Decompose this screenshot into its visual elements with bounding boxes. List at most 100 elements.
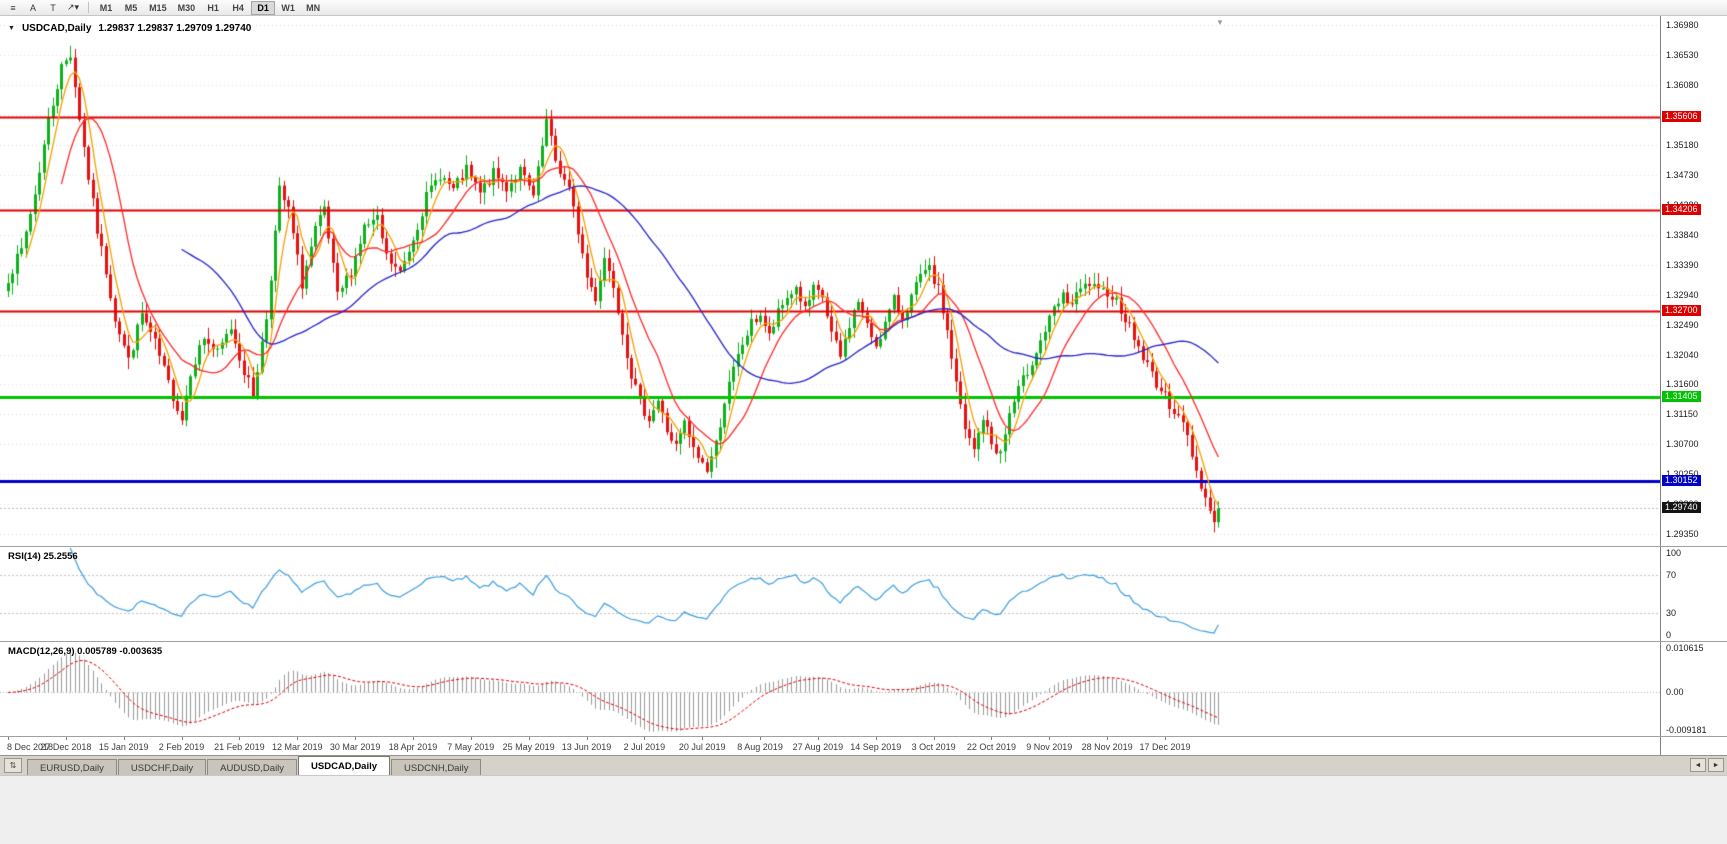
price-axis-label: 1.32940 [1666, 289, 1699, 300]
date-tick [760, 737, 761, 740]
rsi-axis-label: 30 [1666, 607, 1677, 618]
date-tick [991, 737, 992, 740]
date-tick [124, 737, 125, 740]
date-tick [1049, 737, 1050, 740]
price-axis-label: 1.36080 [1666, 80, 1699, 91]
date-label: 27 Dec 2018 [40, 742, 92, 752]
chart-ohlc-values: 1.29837 1.29837 1.29709 1.29740 [98, 23, 252, 34]
date-label: 15 Jan 2019 [98, 742, 149, 752]
timeframe-m30-button[interactable]: M30 [173, 1, 201, 15]
price-axis-label: 1.36530 [1666, 50, 1699, 61]
date-tick [66, 737, 67, 740]
date-label: 21 Feb 2019 [214, 742, 265, 752]
toolbar-icon-buttons: ≡ A T ↗▾ [3, 1, 83, 15]
date-tick [876, 737, 877, 740]
letter-t-icon: T [50, 2, 56, 13]
price-axis-label: 1.30700 [1666, 439, 1699, 449]
date-label: 22 Oct 2019 [966, 742, 1016, 752]
tab-scroll-left-button[interactable]: ◄ [1690, 758, 1706, 772]
tab-usdchf-daily[interactable]: USDCHF,Daily [117, 759, 207, 775]
date-axis[interactable]: 8 Dec 2018 27 Dec 2018 15 Jan 2019 2 Feb 20… [0, 737, 1660, 755]
timeframe-m15-button[interactable]: M15 [144, 1, 172, 15]
menu-button[interactable]: ≡ [3, 1, 23, 15]
date-tick [1165, 737, 1166, 740]
date-tick [413, 737, 414, 740]
date-axis-separator [0, 736, 1727, 737]
date-tick [587, 737, 588, 740]
price-axis-label: 1.36980 [1666, 20, 1699, 31]
current-price-badge: 1.29740 [1662, 502, 1701, 513]
tab-audusd-daily[interactable]: AUDUSD,Daily [207, 759, 298, 775]
chart-symbol-label: USDCAD,Daily [21, 23, 92, 34]
price-axis-label: 1.33840 [1666, 229, 1699, 240]
chart-dropdown-icon[interactable]: ▼ [8, 25, 15, 32]
date-label: 14 Sep 2019 [850, 742, 902, 752]
text-tool-button[interactable]: T [43, 1, 63, 15]
date-label: 25 May 2019 [502, 742, 555, 752]
date-label: 7 May 2019 [447, 742, 495, 752]
macd-axis-label: -0.009181 [1666, 725, 1707, 735]
price-axis-label: 1.32490 [1666, 319, 1699, 330]
hline-price-badge[interactable]: 1.32700 [1662, 304, 1701, 316]
date-label: 8 Dec 2018 [6, 742, 54, 752]
date-tick [355, 737, 356, 740]
date-label: 2 Feb 2019 [158, 742, 205, 752]
date-tick [239, 737, 240, 740]
rsi-canvas[interactable] [0, 547, 1660, 641]
date-tick [702, 737, 703, 740]
bottom-filler [0, 775, 1727, 844]
date-label: 27 Aug 2019 [792, 742, 844, 752]
macd-axis-label: 0.00 [1666, 687, 1684, 698]
timeframe-group: M1 M5 M15 M30 H1 H4 D1 W1 MN [94, 0, 325, 15]
macd-label: MACD(12,26,9) 0.005789 -0.003635 [8, 646, 163, 657]
tab-dock-button[interactable]: ⇅ [4, 758, 22, 773]
date-label: 12 Mar 2019 [271, 742, 323, 752]
hline-price-badge[interactable]: 1.34206 [1662, 204, 1701, 216]
timeframe-d1-button[interactable]: D1 [251, 0, 276, 15]
letter-a-icon: A [29, 2, 36, 13]
hline-price-badge[interactable]: 1.31405 [1662, 391, 1701, 402]
timeframe-h1-button[interactable]: H1 [201, 1, 225, 15]
date-tick [934, 737, 935, 740]
tab-scroll-right-button[interactable]: ► [1708, 758, 1724, 772]
timeframe-m1-button[interactable]: M1 [94, 1, 118, 15]
price-chart-canvas[interactable] [0, 16, 1660, 546]
timeframe-m5-button[interactable]: M5 [119, 1, 143, 15]
hline-price-badge[interactable]: 1.35606 [1662, 110, 1701, 122]
timeframe-w1-button[interactable]: W1 [276, 1, 300, 15]
font-tool-button[interactable]: A [23, 1, 43, 15]
toolbar: ≡ A T ↗▾ M1 M5 M15 M30 H1 H4 D1 W1 MN [0, 0, 1727, 16]
draw-tool-button[interactable]: ↗▾ [63, 1, 83, 15]
date-tick [182, 737, 183, 740]
price-axis-label: 1.31150 [1666, 409, 1698, 419]
date-label: 20 Jul 2019 [678, 742, 726, 752]
date-label: 30 Mar 2019 [329, 742, 381, 752]
date-label: 8 Aug 2019 [737, 742, 783, 752]
tab-usdcad-daily[interactable]: USDCAD,Daily [298, 756, 391, 775]
macd-panel-separator[interactable] [0, 641, 1727, 642]
tab-usdcnh-daily[interactable]: USDCNH,Daily [391, 759, 482, 775]
rsi-axis-label: 0 [1666, 630, 1672, 640]
rsi-panel-separator[interactable] [0, 546, 1727, 547]
timeframe-h4-button[interactable]: H4 [226, 1, 250, 15]
hline-price-badge[interactable]: 1.30152 [1662, 474, 1701, 486]
date-tick [529, 737, 530, 740]
price-axis-label: 1.29350 [1666, 529, 1699, 539]
date-label: 2 Jul 2019 [623, 742, 666, 752]
date-tick [644, 737, 645, 740]
date-label: 3 Oct 2019 [911, 742, 956, 752]
date-tick [1107, 737, 1108, 740]
price-axis[interactable]: 1.369801.365301.360801.356301.351801.347… [1660, 16, 1727, 755]
date-tick [818, 737, 819, 740]
price-axis-label: 1.35180 [1666, 140, 1699, 151]
price-axis-label: 1.30250 [1666, 469, 1699, 479]
date-label: 9 Nov 2019 [1026, 742, 1073, 752]
price-axis-label: 1.33390 [1666, 259, 1699, 270]
date-tick [8, 737, 9, 740]
tab-eurusd-daily[interactable]: EURUSD,Daily [27, 759, 117, 775]
price-axis-label: 1.32040 [1666, 349, 1699, 360]
timeframe-mn-button[interactable]: MN [301, 1, 325, 15]
chart-shift-icon[interactable]: ▼ [1216, 18, 1224, 27]
macd-canvas[interactable] [0, 642, 1660, 736]
